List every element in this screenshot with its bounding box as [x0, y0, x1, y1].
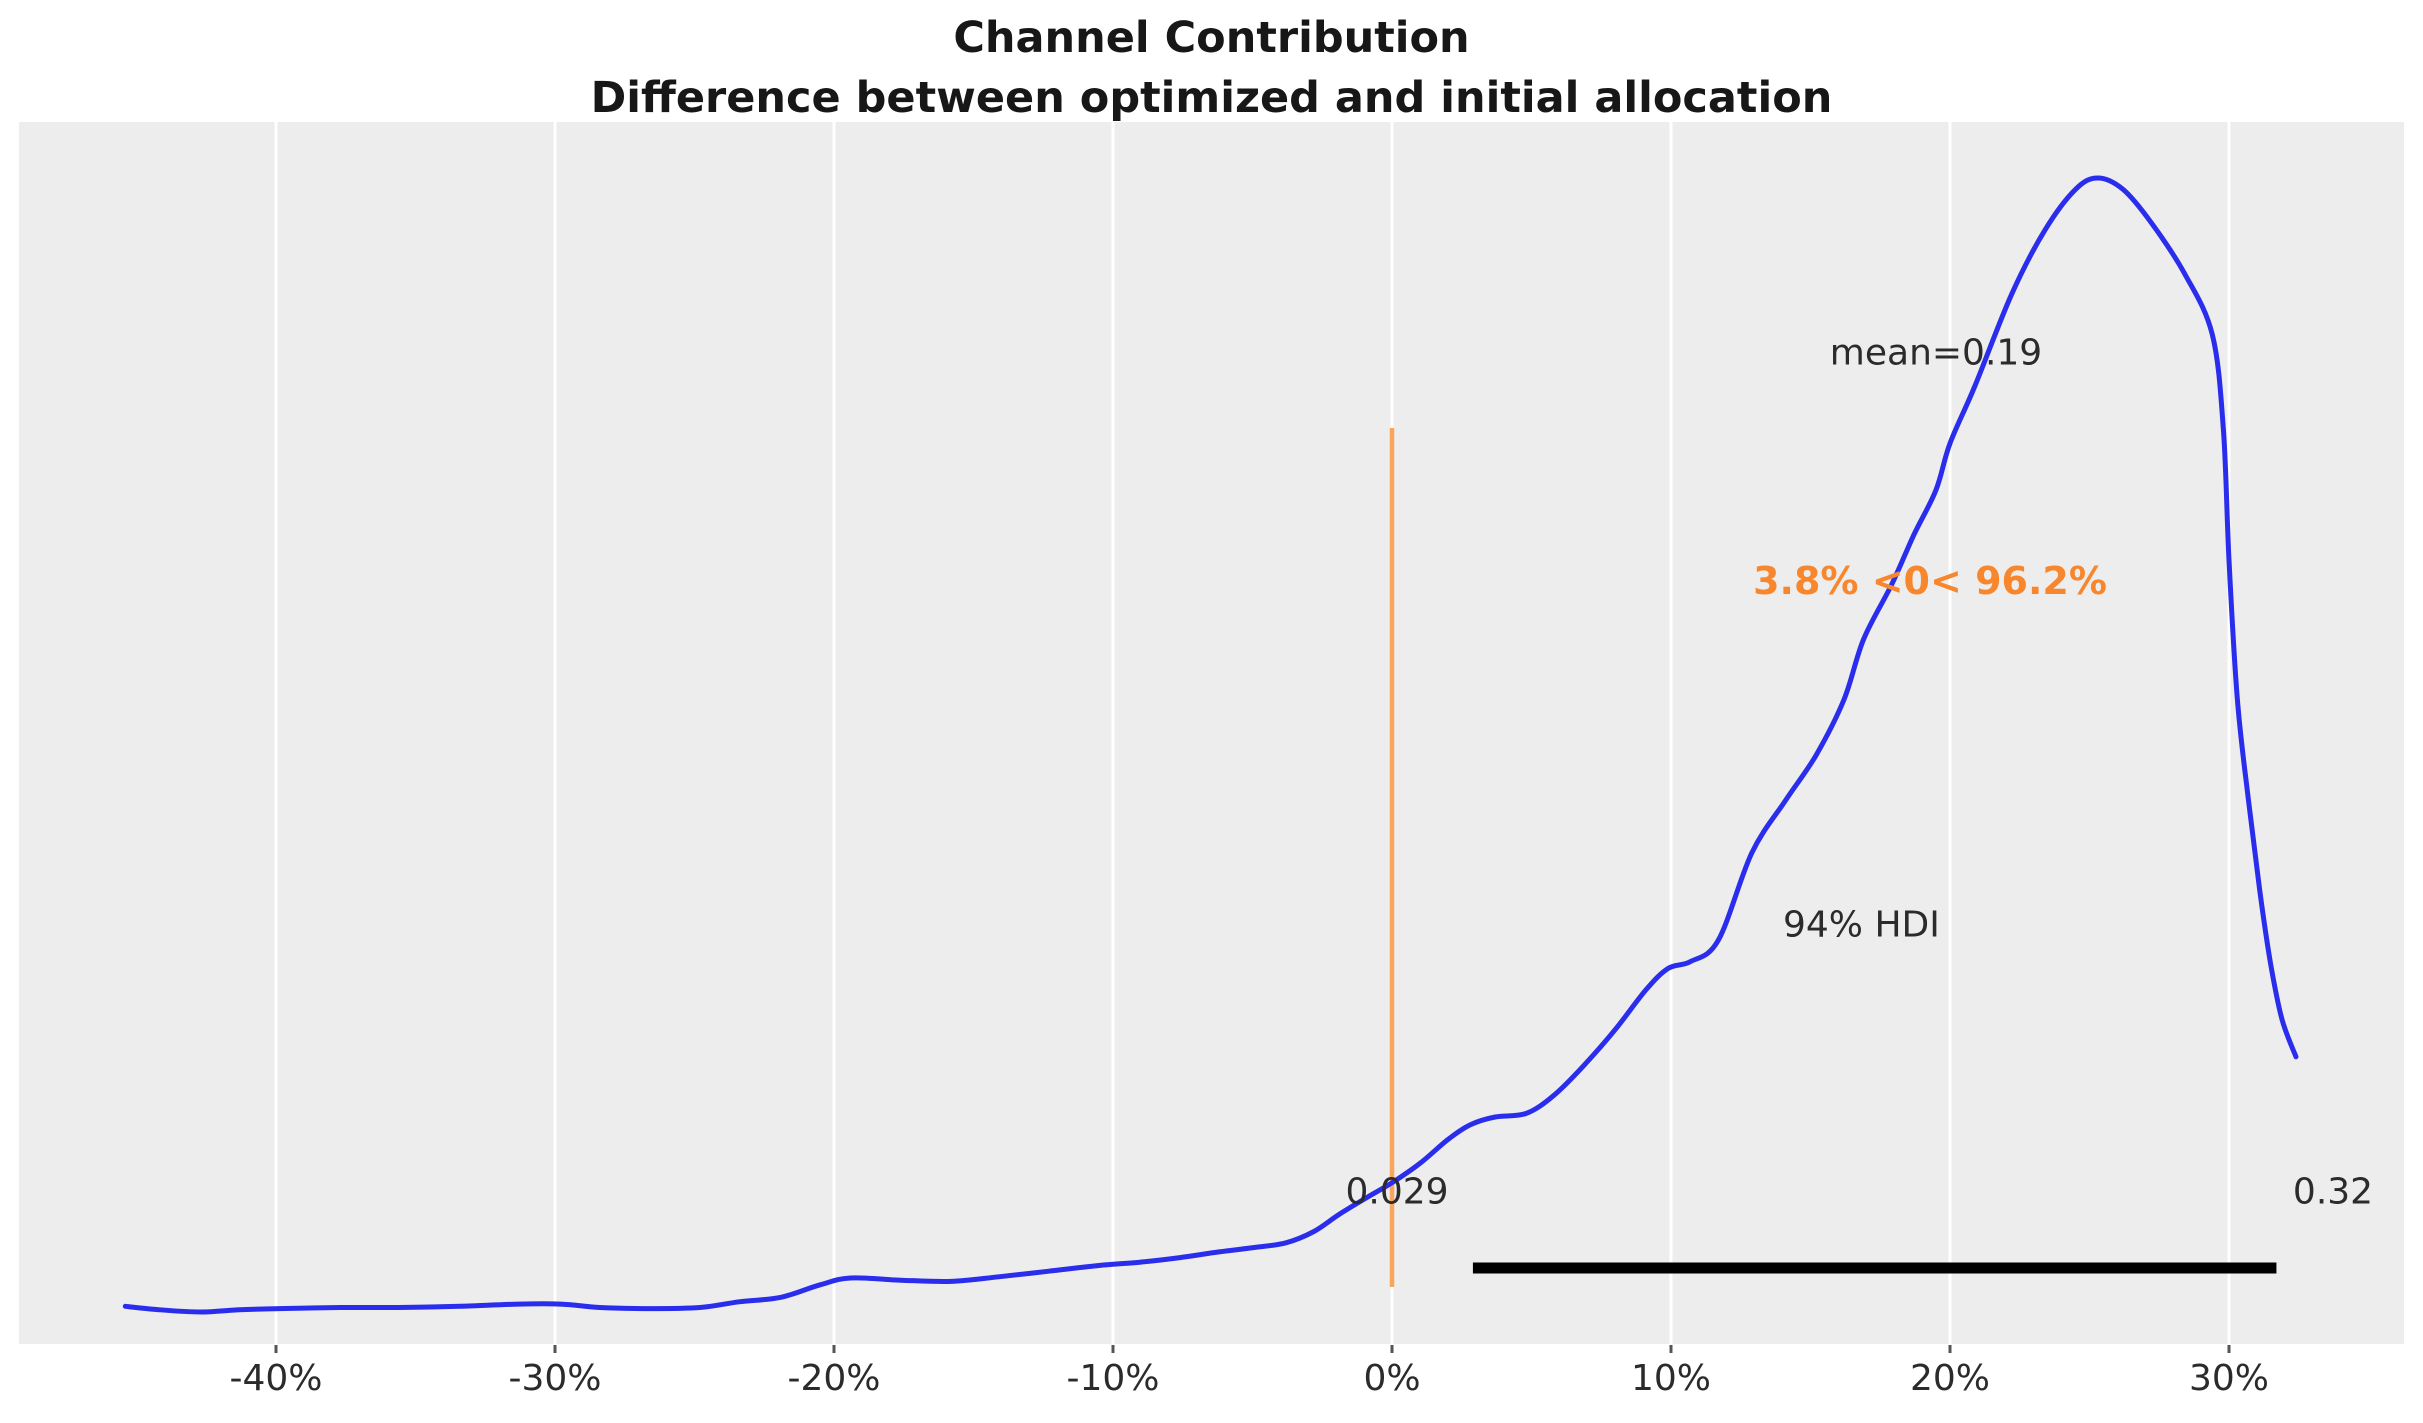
- chart-title-block: Channel Contribution Difference between …: [0, 8, 2423, 128]
- x-tick-label: 30%: [2188, 1358, 2270, 1399]
- plot-area-background: [19, 122, 2404, 1344]
- x-tick-label: 20%: [1909, 1358, 1991, 1399]
- x-tick-label: -10%: [1066, 1358, 1160, 1399]
- hdi-lower-bound-label: 0.029: [1345, 1171, 1449, 1213]
- kde-density-curve: [122, 175, 2299, 1315]
- x-tick-label: 0%: [1363, 1358, 1421, 1399]
- chart-title: Channel Contribution: [953, 13, 1470, 63]
- x-tick-label: -40%: [229, 1358, 323, 1399]
- hdi-upper-bound-label: 0.32: [2292, 1171, 2374, 1213]
- hdi-label: 94% HDI: [1783, 904, 1940, 946]
- x-tick-label: 10%: [1630, 1358, 1712, 1399]
- x-tick-label: -20%: [787, 1358, 881, 1399]
- x-tick-label: -30%: [508, 1358, 602, 1399]
- reference-value-annotation: 3.8% <0< 96.2%: [1753, 559, 2107, 603]
- mean-annotation: mean=0.19: [1829, 332, 2043, 374]
- chart-subtitle: Difference between optimized and initial…: [590, 73, 1833, 123]
